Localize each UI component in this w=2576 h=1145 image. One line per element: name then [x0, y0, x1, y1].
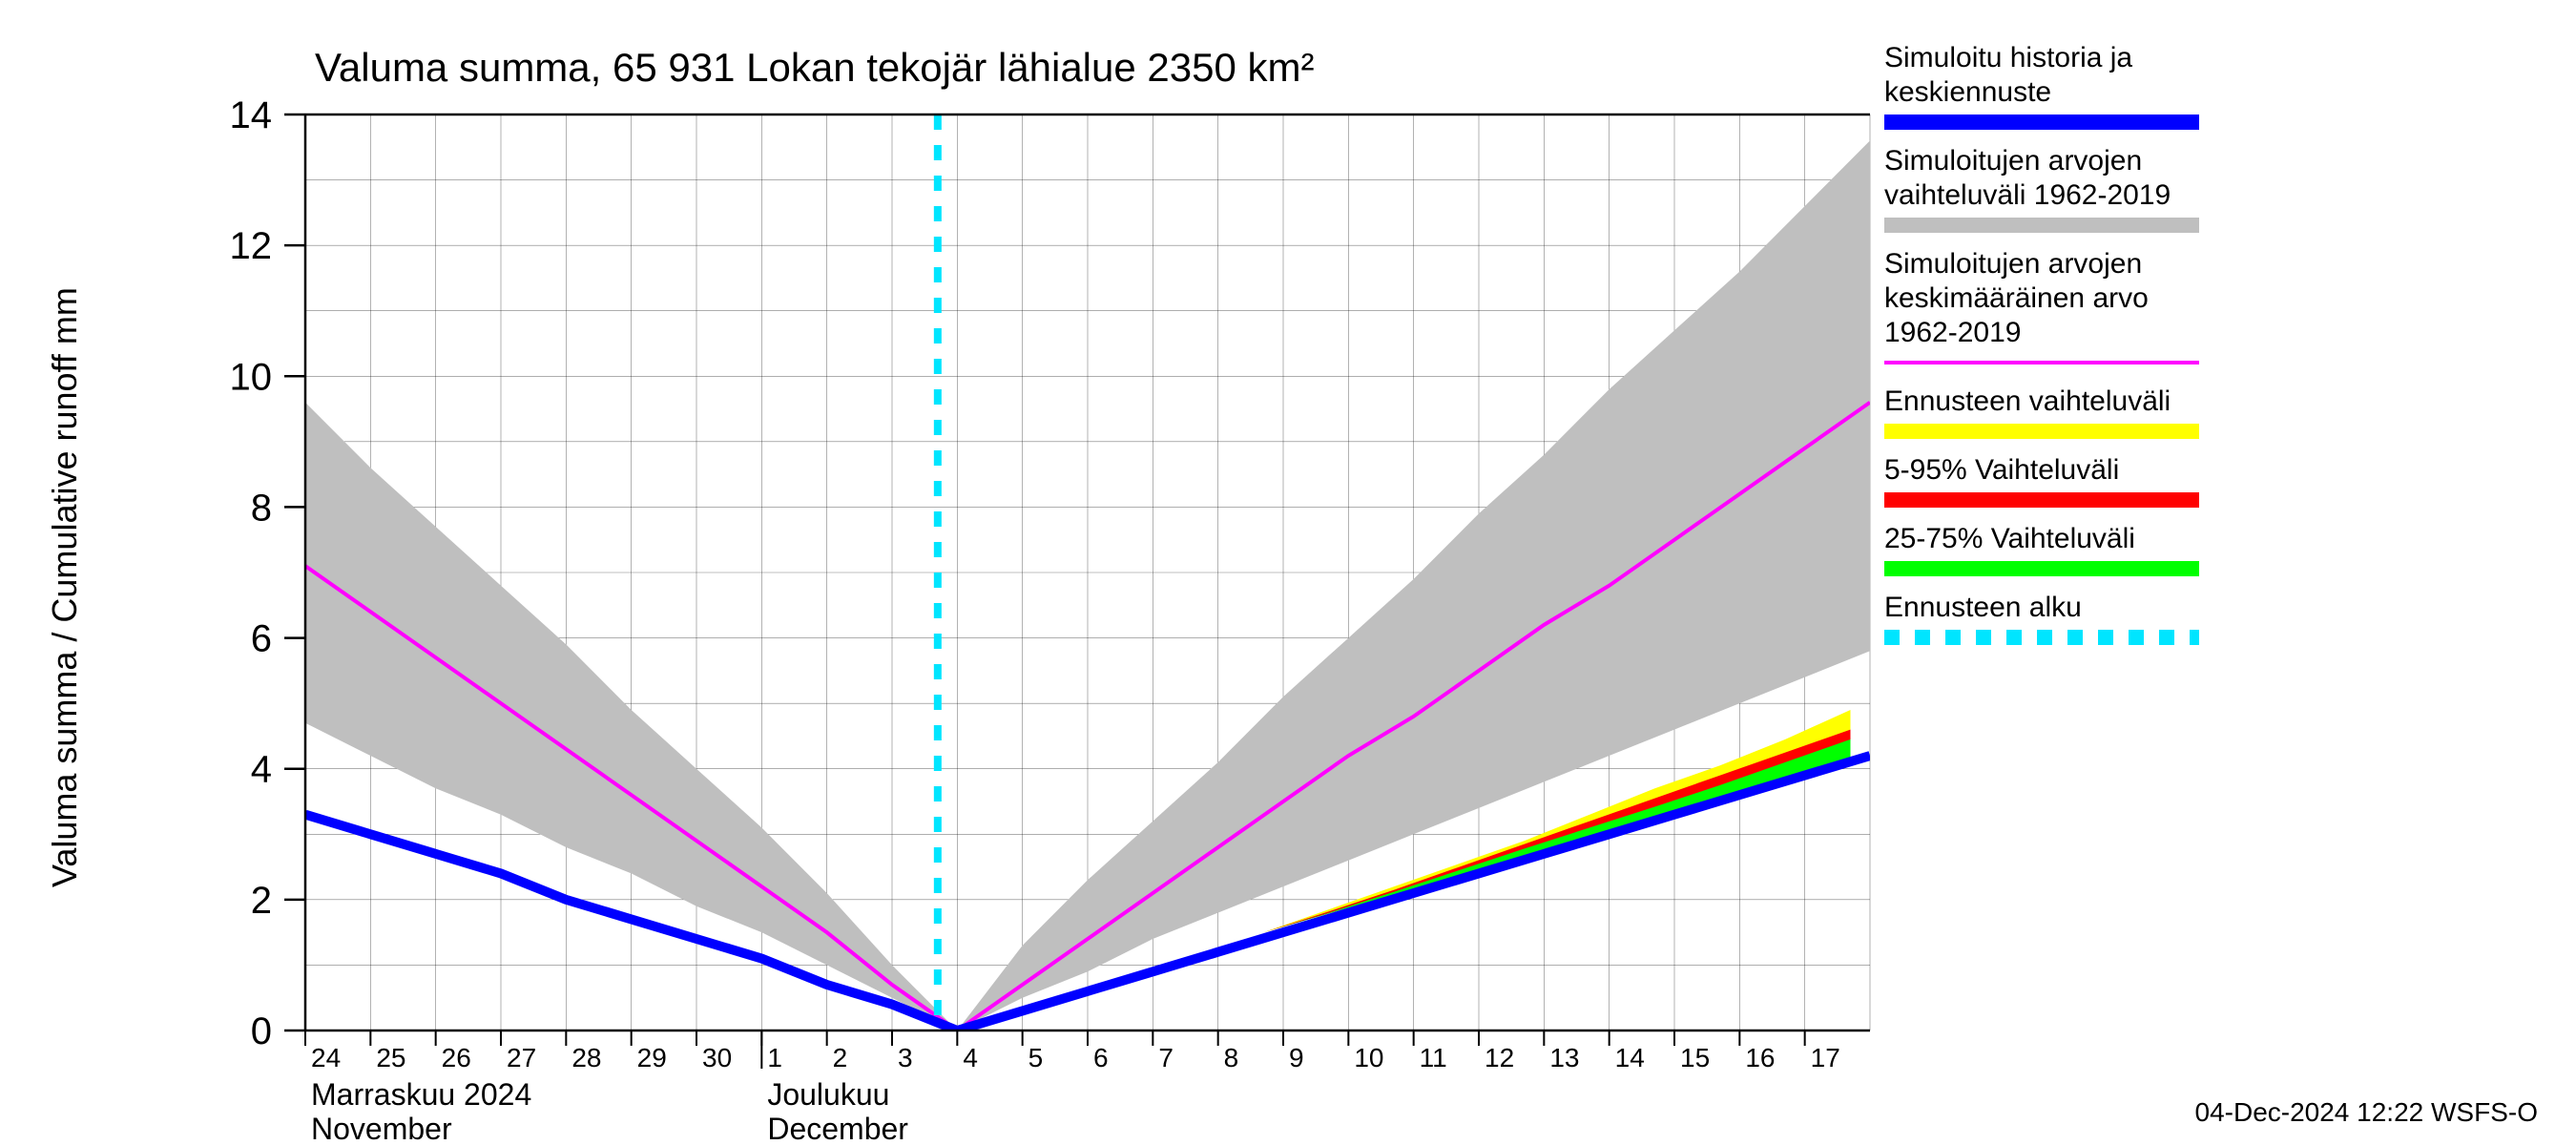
- x-tick-label: 14: [1615, 1043, 1645, 1072]
- x-tick-label: 25: [376, 1043, 405, 1072]
- x-tick-label: 13: [1549, 1043, 1579, 1072]
- month-label-dec-fi: Joulukuu: [767, 1077, 889, 1112]
- legend-label: keskimääräinen arvo: [1884, 282, 2149, 314]
- y-axis-label: Valuma summa / Cumulative runoff mm: [45, 287, 84, 887]
- y-tick-label: 0: [251, 1010, 272, 1052]
- y-tick-label: 4: [251, 749, 272, 791]
- month-label-nov-en: November: [311, 1112, 452, 1145]
- x-tick-label: 4: [963, 1043, 978, 1072]
- y-tick-label: 6: [251, 618, 272, 660]
- legend-label: Ennusteen vaihteluväli: [1884, 385, 2171, 417]
- x-tick-label: 24: [311, 1043, 341, 1072]
- month-label-dec-en: December: [767, 1112, 908, 1145]
- x-tick-label: 6: [1093, 1043, 1109, 1072]
- x-tick-label: 9: [1289, 1043, 1304, 1072]
- x-tick-label: 10: [1354, 1043, 1383, 1072]
- x-tick-label: 7: [1158, 1043, 1174, 1072]
- x-tick-label: 30: [702, 1043, 732, 1072]
- legend-label: Ennusteen alku: [1884, 592, 2082, 623]
- x-tick-label: 17: [1811, 1043, 1840, 1072]
- month-label-nov-fi: Marraskuu 2024: [311, 1077, 531, 1112]
- x-tick-label: 2: [833, 1043, 848, 1072]
- runoff-chart: 0246810121424252627282930123456789101112…: [0, 0, 2576, 1145]
- x-tick-label: 5: [1028, 1043, 1044, 1072]
- x-tick-label: 11: [1420, 1043, 1447, 1072]
- x-tick-label: 8: [1224, 1043, 1239, 1072]
- legend-label: 5-95% Vaihteluväli: [1884, 454, 2119, 486]
- chart-title: Valuma summa, 65 931 Lokan tekojär lähia…: [315, 45, 1314, 90]
- y-tick-label: 12: [230, 225, 273, 267]
- legend-label: 25-75% Vaihteluväli: [1884, 523, 2135, 554]
- x-tick-label: 3: [898, 1043, 913, 1072]
- y-tick-label: 14: [230, 94, 273, 136]
- x-tick-label: 12: [1485, 1043, 1514, 1072]
- legend-label: Simuloitujen arvojen: [1884, 145, 2142, 177]
- x-tick-label: 16: [1745, 1043, 1775, 1072]
- legend-label: keskiennuste: [1884, 76, 2051, 108]
- legend-label: vaihteluväli 1962-2019: [1884, 179, 2171, 211]
- x-tick-label: 28: [571, 1043, 601, 1072]
- x-tick-label: 1: [767, 1043, 782, 1072]
- x-tick-label: 26: [442, 1043, 471, 1072]
- x-tick-label: 27: [507, 1043, 536, 1072]
- y-tick-label: 2: [251, 880, 272, 922]
- timestamp-label: 04-Dec-2024 12:22 WSFS-O: [2195, 1097, 2539, 1127]
- legend-label: 1962-2019: [1884, 317, 2021, 348]
- legend-label: Simuloitu historia ja: [1884, 42, 2132, 73]
- x-tick-label: 29: [637, 1043, 667, 1072]
- y-tick-label: 10: [230, 356, 273, 398]
- legend-label: Simuloitujen arvojen: [1884, 248, 2142, 280]
- y-tick-label: 8: [251, 487, 272, 529]
- x-tick-label: 15: [1680, 1043, 1710, 1072]
